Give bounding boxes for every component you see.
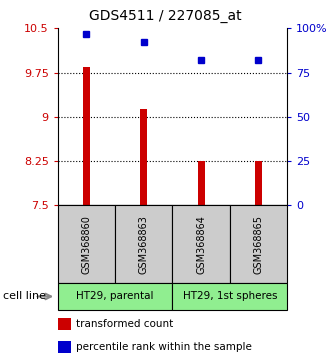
Text: GSM368863: GSM368863 xyxy=(139,215,149,274)
Text: GSM368865: GSM368865 xyxy=(253,215,263,274)
Bar xyxy=(83,67,90,205)
Text: cell line: cell line xyxy=(3,291,46,302)
Bar xyxy=(198,161,205,205)
Bar xyxy=(140,109,147,205)
Text: HT29, parental: HT29, parental xyxy=(76,291,154,302)
Text: percentile rank within the sample: percentile rank within the sample xyxy=(76,342,252,352)
Text: GSM368864: GSM368864 xyxy=(196,215,206,274)
Text: GSM368860: GSM368860 xyxy=(82,215,91,274)
Text: HT29, 1st spheres: HT29, 1st spheres xyxy=(182,291,277,302)
Text: transformed count: transformed count xyxy=(76,319,173,329)
Bar xyxy=(255,161,262,205)
Text: GDS4511 / 227085_at: GDS4511 / 227085_at xyxy=(89,9,241,23)
